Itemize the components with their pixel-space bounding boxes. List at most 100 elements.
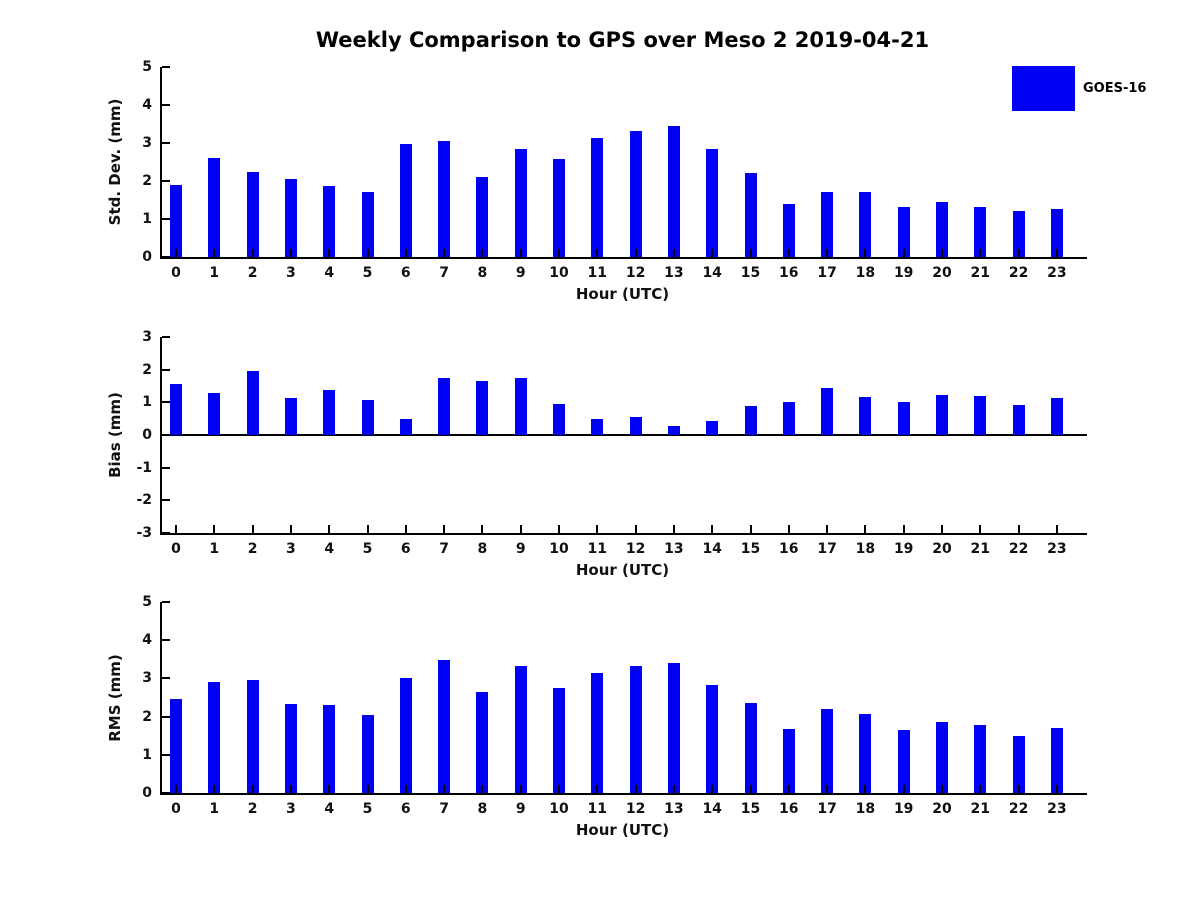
bar-rms-hour-12 [629, 666, 642, 793]
x-tick-mark [1055, 249, 1058, 257]
x-tick-label: 9 [515, 801, 526, 817]
bar-std-dev-hour-4 [323, 186, 336, 257]
y-tick-mark [162, 639, 170, 642]
bar-bias-hour-7 [438, 378, 451, 435]
bar-bias-hour-13 [667, 425, 680, 435]
x-tick-label: 17 [817, 801, 837, 817]
x-tick-label: 7 [439, 265, 449, 281]
x-tick-label: 20 [932, 801, 952, 817]
x-tick-label: 11 [587, 265, 608, 281]
x-tick-label: 18 [855, 801, 876, 817]
bar-bias-hour-10 [553, 403, 565, 435]
x-tick-mark [596, 249, 599, 257]
x-tick-mark [251, 785, 254, 793]
bar-bias-hour-1 [208, 392, 221, 435]
bias-x-axis-label: Hour (UTC) [575, 561, 670, 579]
bar-bias-hour-8 [476, 381, 489, 435]
x-tick-mark [1017, 785, 1020, 793]
x-tick-mark [979, 525, 982, 533]
bar-rms-hour-17 [821, 708, 834, 793]
bar-std-dev-hour-2 [246, 171, 259, 257]
x-tick-label: 0 [171, 801, 181, 817]
x-tick-mark [672, 525, 675, 533]
bar-std-dev-hour-22 [1012, 211, 1025, 257]
x-tick-label: 9 [515, 541, 526, 557]
bar-rms-hour-21 [974, 725, 987, 793]
x-tick-label: 15 [740, 801, 761, 817]
x-tick-label: 9 [515, 265, 526, 281]
x-tick-label: 10 [549, 541, 569, 557]
y-tick-mark [162, 532, 170, 534]
x-tick-label: 23 [1047, 801, 1067, 817]
bar-bias-hour-6 [399, 418, 412, 435]
x-tick-mark [558, 249, 560, 257]
bar-std-dev-hour-13 [667, 125, 680, 257]
x-tick-label: 12 [625, 265, 646, 281]
y-tick-mark [162, 104, 170, 106]
y-tick-label: 2 [142, 361, 152, 378]
x-tick-label: 17 [817, 541, 837, 557]
x-tick-mark [787, 785, 790, 793]
y-tick-mark [162, 401, 170, 404]
x-tick-label: 3 [286, 265, 296, 281]
x-tick-mark [902, 249, 905, 257]
x-tick-label: 15 [740, 265, 761, 281]
bar-std-dev-hour-10 [553, 158, 565, 257]
bar-bias-hour-5 [361, 400, 374, 435]
x-tick-mark [634, 785, 637, 793]
bar-rms-hour-16 [782, 729, 795, 793]
x-tick-label: 23 [1047, 265, 1067, 281]
y-tick-mark [162, 466, 170, 469]
legend-swatch-goes16 [1012, 66, 1075, 111]
legend: GOES-16 [1012, 66, 1146, 111]
x-tick-label: 3 [286, 541, 296, 557]
x-tick-mark [366, 249, 369, 257]
x-tick-mark [519, 249, 522, 257]
bar-rms-hour-6 [399, 678, 412, 793]
x-tick-label: 4 [324, 265, 335, 281]
x-tick-label: 22 [1008, 801, 1029, 817]
y-tick-label: 3 [142, 135, 152, 151]
bar-bias-hour-19 [897, 402, 910, 435]
x-tick-mark [328, 785, 331, 793]
x-tick-label: 1 [209, 801, 220, 817]
y-tick-mark [162, 368, 170, 371]
x-tick-mark [443, 249, 446, 257]
bar-bias-hour-0 [170, 383, 182, 435]
bar-rms-hour-3 [284, 703, 297, 793]
x-tick-mark [519, 785, 522, 793]
x-tick-label: 2 [247, 265, 258, 281]
bar-rms-hour-5 [361, 715, 374, 793]
x-tick-label: 20 [932, 541, 952, 557]
bar-bias-hour-3 [284, 397, 297, 435]
bar-rms-hour-11 [591, 673, 604, 793]
rms-plot-area [160, 601, 1087, 795]
x-tick-mark [558, 525, 560, 533]
x-tick-label: 22 [1008, 265, 1029, 281]
x-tick-label: 4 [324, 541, 335, 557]
bar-bias-hour-2 [246, 371, 259, 435]
x-tick-mark [404, 525, 407, 533]
y-tick-mark [162, 218, 170, 220]
bar-std-dev-hour-12 [629, 131, 642, 257]
x-tick-label: 15 [740, 541, 761, 557]
x-tick-label: 0 [171, 265, 181, 281]
x-tick-mark [404, 249, 407, 257]
x-tick-mark [1017, 249, 1020, 257]
x-tick-label: 13 [664, 265, 684, 281]
x-tick-label: 12 [625, 801, 646, 817]
bar-rms-hour-19 [897, 729, 910, 793]
x-tick-mark [481, 249, 484, 257]
y-tick-label: 2 [142, 708, 152, 725]
bar-std-dev-hour-17 [821, 191, 834, 257]
x-tick-mark [251, 525, 254, 533]
chart-title: Weekly Comparison to GPS over Meso 2 201… [315, 28, 930, 52]
x-tick-mark [596, 785, 599, 793]
x-tick-label: 7 [439, 541, 449, 557]
y-tick-label: 3 [142, 670, 152, 687]
y-tick-mark [162, 66, 170, 68]
std-dev-x-axis-label: Hour (UTC) [575, 285, 670, 303]
bar-rms-hour-0 [170, 699, 182, 793]
x-tick-label: 19 [893, 541, 914, 557]
